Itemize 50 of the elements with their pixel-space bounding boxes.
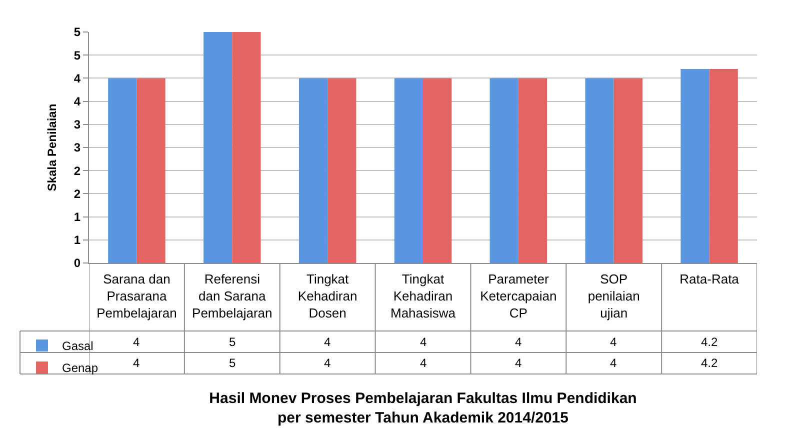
bar [232,32,261,263]
bar [298,78,328,263]
data-label: 4 [133,356,140,370]
y-tick-label: 4 [74,94,81,108]
bar [614,78,642,263]
y-tick-label: 3 [74,140,81,155]
y-tick-label: 1 [74,233,81,248]
data-label: 5 [229,335,236,349]
data-label: 4 [515,335,522,349]
data-label: 5 [229,356,236,370]
x-tick-label: Rata-Rata [680,272,740,287]
x-tick-label: Tingkat Kehadiran Dosen [298,272,358,320]
x-tick-label: Referensi dan Sarana Pembelajaran [192,272,272,320]
y-tick-label: 5 [74,25,81,40]
bar [490,78,518,263]
text: Hasil Monev Proses Pembelajaran Fakultas Ilmu Pendidikan per semester Tahun Akademik 2014/2015 [209,390,637,426]
data-label: 4.2 [701,356,718,370]
x-tick-label: Parameter Ketercapaian CP [480,272,557,320]
data-label: 4 [610,356,617,370]
y-tick-label: 3 [74,118,81,132]
data-label: 4.2 [701,335,718,349]
bar [204,32,232,263]
x-tick-label: Tingkat Kehadiran Mahasiswa [390,272,456,320]
data-label: 4 [324,356,331,370]
legend-label: Genap [62,361,98,376]
data-label: 4 [420,335,427,349]
bar [709,68,738,263]
data-label: 4 [324,335,331,349]
data-label: 4 [610,335,617,349]
y-tick-label: 4 [74,71,81,86]
bar [423,78,452,263]
y-tick-label: 1 [74,210,81,224]
bar [328,78,356,263]
data-label: 4 [133,335,140,349]
legend-label: Gasal [62,339,94,354]
x-tick-label: Sarana dan Prasarana Pembelajaran [96,272,177,320]
bar [680,68,710,263]
data-label: 4 [515,356,522,370]
y-tick-label: 0 [74,256,81,270]
x-tick-label: SOP penilaian ujian [588,272,640,320]
y-tick-label: 2 [74,164,81,178]
bar [136,78,166,263]
y-tick-label: 5 [74,48,81,62]
data-label: 4 [420,356,427,370]
bar [108,78,137,263]
bar [518,78,548,263]
bar [585,78,614,263]
bar [394,78,423,263]
y-tick-label: 2 [74,186,81,201]
y-axis-title: Skala Penilaian [45,104,60,192]
